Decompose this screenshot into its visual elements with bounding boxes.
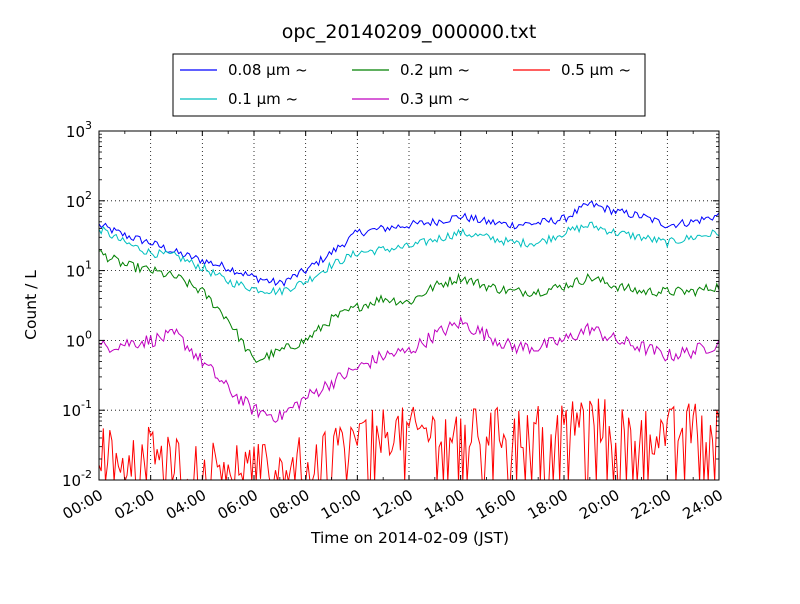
series-line xyxy=(99,315,719,423)
legend: 0.08 μm ~ 0.1 μm ~ 0.2 μm ~ 0.3 μm ~ 0.5 μm … xyxy=(172,53,646,117)
legend-label: 0.1 μm ~ xyxy=(228,90,298,108)
series-line xyxy=(99,200,719,287)
legend-label: 0.3 μm ~ xyxy=(400,90,470,108)
series-lines xyxy=(99,200,719,480)
legend-label: 0.5 μm ~ xyxy=(561,61,631,79)
series-line xyxy=(99,398,719,480)
legend-frame xyxy=(172,53,646,117)
legend-entries: 0.08 μm ~ 0.1 μm ~ 0.2 μm ~ 0.3 μm ~ 0.5 μm … xyxy=(180,61,631,108)
legend-label: 0.08 μm ~ xyxy=(228,61,308,79)
ticks xyxy=(98,130,720,481)
series-line xyxy=(99,250,719,363)
grid xyxy=(99,131,719,480)
chart-title: opc_20140209_000000.txt xyxy=(282,21,537,43)
legend-label: 0.2 μm ~ xyxy=(400,61,470,79)
x-axis-label: Time on 2014-02-09 (JST) xyxy=(310,529,509,547)
series-line xyxy=(99,221,719,297)
y-axis-label: Count / L xyxy=(22,270,40,340)
